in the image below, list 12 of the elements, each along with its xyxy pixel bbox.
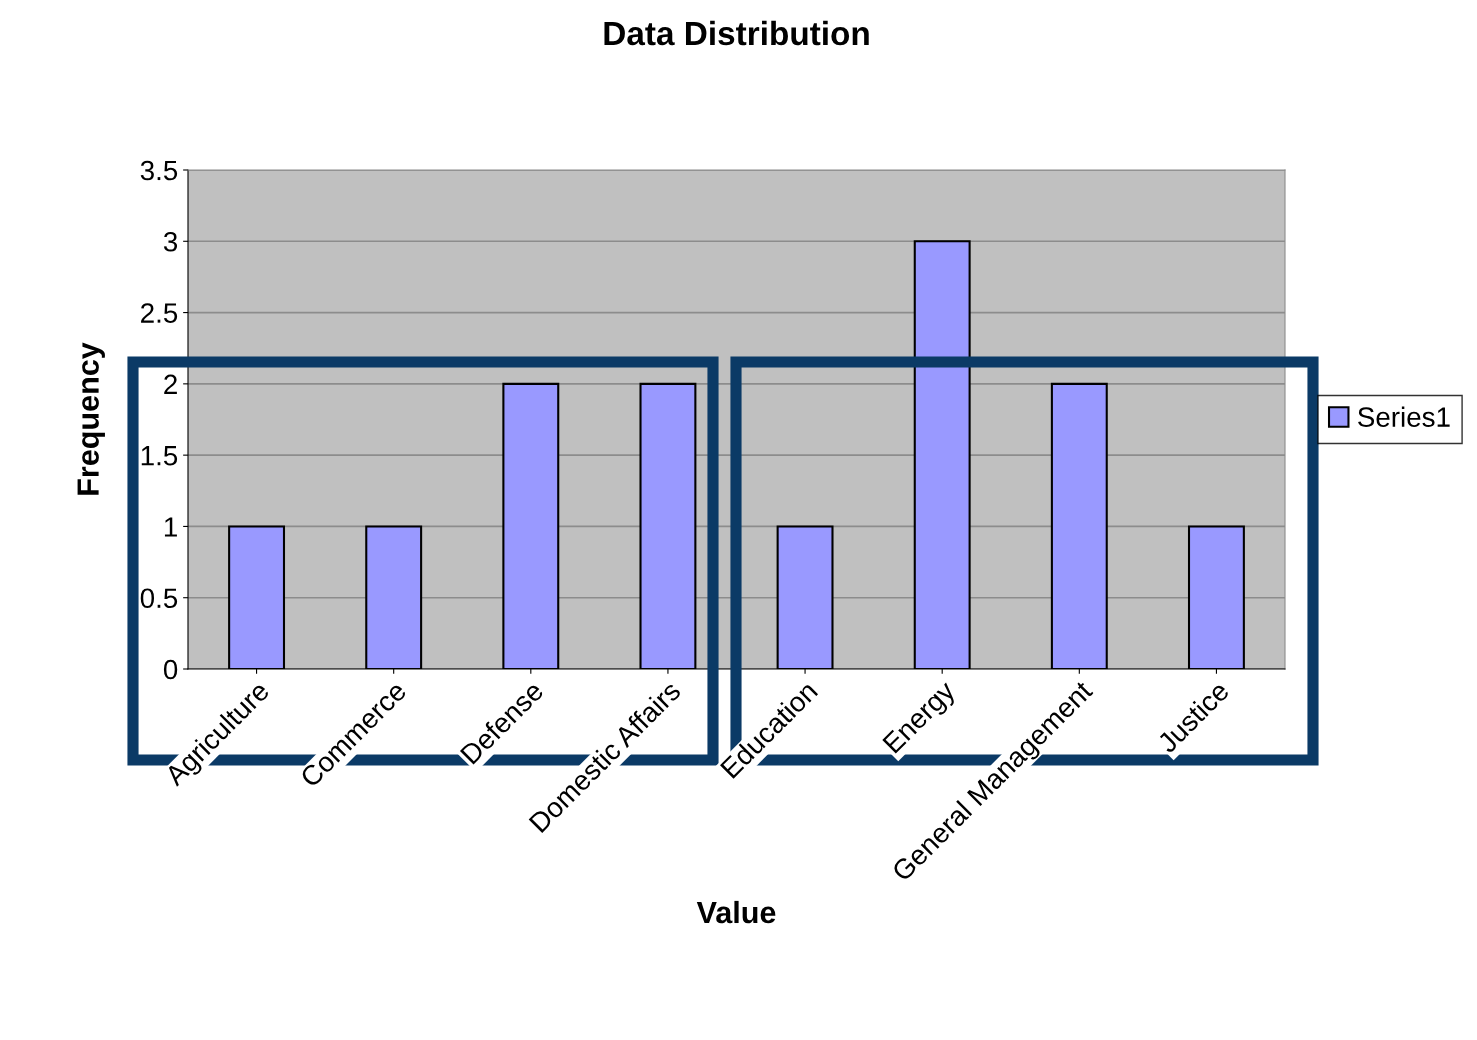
legend-label: Series1	[1358, 406, 1450, 427]
y-axis-title: Frequency	[77, 342, 105, 495]
y-tick-label: 3.5	[140, 160, 178, 181]
y-tick-label: 0.5	[140, 588, 178, 609]
x-axis-title: Value	[696, 900, 776, 924]
chart-title: Data Distribution	[604, 20, 869, 46]
y-tick-label: 1.5	[141, 446, 178, 466]
y-tick-label: 3	[163, 231, 178, 252]
y-tick-label: 0	[163, 659, 178, 680]
y-tick-label: 2.5	[141, 303, 178, 323]
y-tick-label: 2	[164, 374, 177, 394]
y-tick-label: 1	[164, 517, 177, 537]
